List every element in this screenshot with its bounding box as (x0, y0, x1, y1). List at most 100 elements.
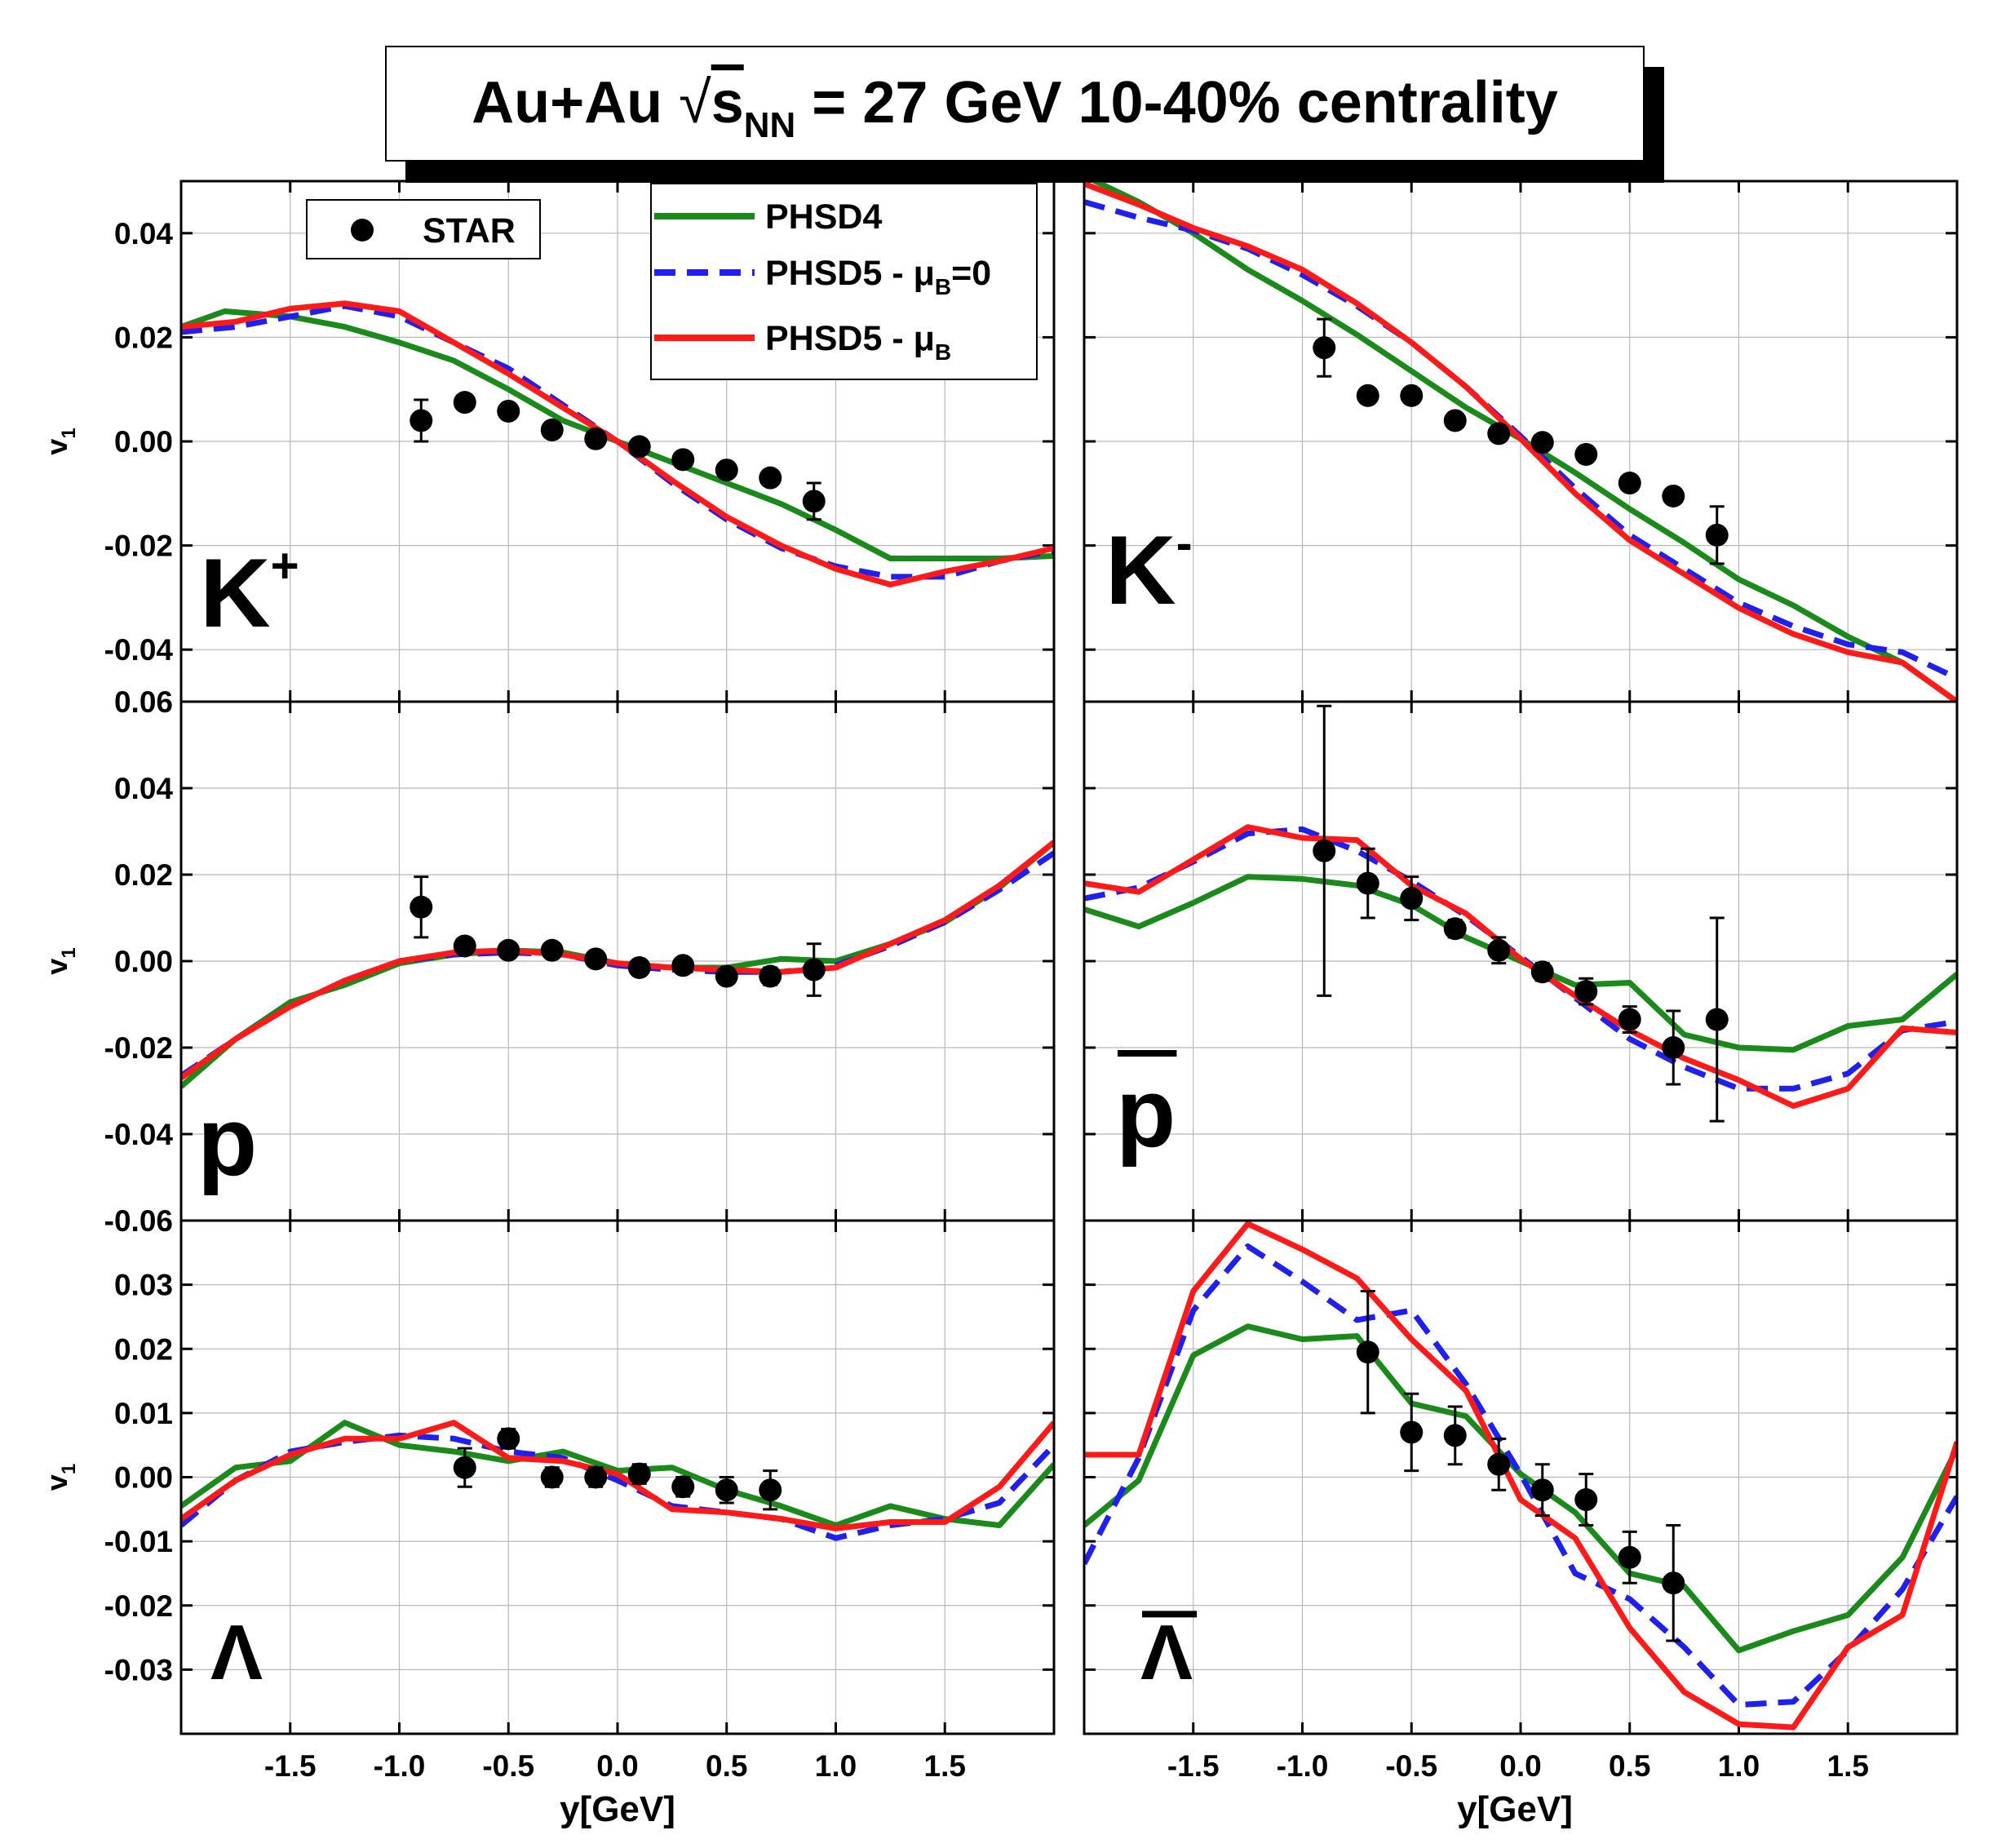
legend-star-frame (306, 199, 541, 259)
star-point-lambda-0 (453, 1456, 476, 1479)
xtick-label-lambda-2: -0.5 (482, 1749, 534, 1783)
star-point-kplus-4 (584, 427, 608, 450)
star-point-antilambda-5 (1574, 1488, 1598, 1512)
star-point-kplus-6 (671, 448, 695, 472)
particle-symbol: p (1116, 1058, 1176, 1168)
ytick-label-kplus-0: -0.04 (104, 633, 174, 667)
panel-lambda: -0.03-0.02-0.010.000.010.020.03-1.5 -1.0-… (40, 1219, 1056, 1783)
star-point-kminus-0 (1313, 336, 1336, 360)
series-phsd5_mu-antilambda (1084, 1221, 1957, 1731)
figure-title: Au+Au √sNN = 27 GeV 10-40% centrality (472, 70, 1558, 145)
legend-models: PHSD4 PHSD5 - μB=0 PHSD5 - μB (650, 183, 1038, 380)
series-group-kplus (181, 300, 1054, 587)
series-phsd5_mu-kplus (181, 300, 1054, 587)
star-point-antiproton-3 (1443, 917, 1467, 941)
series-phsd5_mu-proton (181, 840, 1054, 1080)
star-point-kplus-8 (759, 466, 782, 490)
legend-phsd5-mu0-label: PHSD5 - μB=0 (765, 254, 991, 299)
ytick-label-lambda-6: 0.03 (114, 1269, 173, 1302)
legend-phsd5-mu0-prefix: PHSD5 - μ (765, 254, 935, 293)
star-point-proton-9 (802, 958, 826, 982)
series-phsd5_mu0-antilambda (1084, 1243, 1957, 1708)
star-point-proton-8 (759, 964, 782, 988)
particle-symbol: K (1105, 516, 1176, 625)
xtick-label-antilambda-5: 1.0 (1718, 1749, 1760, 1783)
star-point-antilambda-0 (1356, 1341, 1379, 1364)
series-phsd5_mu0-antiproton (1084, 826, 1957, 1092)
star-point-antilambda-3 (1487, 1452, 1511, 1476)
xtick-label-lambda-0: -1.5 (264, 1749, 317, 1783)
particle-label-antiproton: p (1116, 1058, 1176, 1168)
panel-proton: -0.06 -0.04 -0.02 0.00 0.02 0.04 0.06 v1 p (40, 685, 1056, 1238)
particle-charge: + (271, 538, 299, 593)
legend-star-marker (351, 219, 374, 242)
xtick-label-antilambda-1: -1.0 (1277, 1749, 1329, 1783)
xtick-label-antilambda-6: 1.5 (1827, 1749, 1869, 1783)
star-point-kminus-2 (1400, 383, 1424, 407)
particle-symbol: K (200, 538, 271, 648)
x-axis-title-right: y[GeV] (1457, 1789, 1573, 1829)
star-point-kplus-5 (627, 435, 651, 459)
particle-symbol: Λ (1140, 1609, 1193, 1696)
xtick-label-lambda-6: 1.5 (924, 1749, 966, 1783)
y-axis-title-proton: v1 (40, 947, 80, 974)
title-box-frame (385, 46, 1645, 162)
title-box: Au+Au √sNN = 27 GeV 10-40% centrality (385, 46, 1664, 183)
legend-phsd5-mu-sub: B (935, 339, 951, 365)
star-point-antilambda-4 (1530, 1478, 1554, 1502)
star-point-proton-7 (715, 964, 738, 988)
y-axis-title-main: v (40, 959, 73, 975)
series-phsd5_mu-kminus (1084, 181, 1957, 702)
star-point-lambda-4 (627, 1462, 651, 1486)
ytick-label-lambda-5: 0.02 (114, 1332, 173, 1366)
particle-label-proton: p (197, 1087, 257, 1196)
legend-phsd5-mu-label: PHSD5 - μB (765, 319, 951, 365)
particle-label-kplus: K+ (200, 538, 299, 648)
panel-antilambda: -1.5 -1.0 -0.5 0.0 0.5 1.0 1.5 Λ (1083, 1219, 1959, 1783)
particle-label-kminus: K- (1105, 516, 1193, 625)
star-point-antiproton-0 (1313, 839, 1336, 862)
panel-frame-lambda (179, 1219, 1056, 1735)
legend-phsd5-mu0-suffix: =0 (951, 254, 991, 293)
star-point-kminus-1 (1356, 383, 1379, 407)
star-point-kminus-3 (1443, 409, 1467, 432)
particle-charge: - (1176, 516, 1193, 570)
title-sub: NN (744, 105, 796, 145)
xtick-label-antilambda-0: -1.5 (1167, 1749, 1220, 1783)
series-phsd4-lambda (181, 1420, 1054, 1528)
title-s: s (711, 70, 744, 135)
legend-star-label: STAR (423, 211, 516, 250)
series-group-proton (181, 840, 1054, 1089)
ytick-label-kplus-2: 0.00 (114, 425, 173, 459)
star-point-antiproton-4 (1487, 938, 1511, 962)
ytick-label-proton-4: 0.02 (114, 858, 173, 892)
series-group-antilambda (1084, 1221, 1957, 1731)
ytick-label-proton-2: -0.02 (104, 1031, 173, 1065)
star-point-kplus-3 (540, 418, 564, 441)
ytick-label-proton-6: 0.06 (114, 685, 173, 719)
y-axis-title-sub: 1 (58, 947, 80, 958)
ytick-label-proton-1: -0.04 (104, 1118, 174, 1151)
star-point-antiproton-9 (1705, 1008, 1729, 1031)
xtick-label-lambda-4: 0.5 (706, 1749, 747, 1783)
star-point-kminus-9 (1705, 523, 1729, 547)
series-group-kminus (1084, 181, 1957, 702)
xtick-label-antilambda-3: 0.0 (1499, 1749, 1541, 1783)
ytick-label-lambda-0: -0.03 (104, 1653, 173, 1686)
ytick-label-lambda-4: 0.01 (114, 1397, 173, 1430)
y-axis-title-main: v (40, 439, 73, 455)
star-point-kminus-8 (1662, 484, 1685, 507)
title-prefix: Au+Au (472, 70, 679, 135)
star-point-kplus-7 (715, 459, 738, 482)
series-phsd5_mu-lambda (181, 1420, 1054, 1531)
ytick-label-proton-0: -0.06 (104, 1204, 173, 1238)
series-phsd5_mu-antiproton (1084, 824, 1957, 1109)
star-point-proton-3 (540, 938, 564, 962)
star-point-kplus-9 (802, 490, 826, 513)
ytick-label-lambda-2: -0.01 (104, 1525, 173, 1558)
star-point-lambda-7 (759, 1478, 782, 1502)
ytick-label-lambda-1: -0.02 (104, 1589, 173, 1623)
legend-phsd5-mu0-sub: B (935, 274, 951, 299)
star-point-kplus-2 (497, 399, 520, 423)
